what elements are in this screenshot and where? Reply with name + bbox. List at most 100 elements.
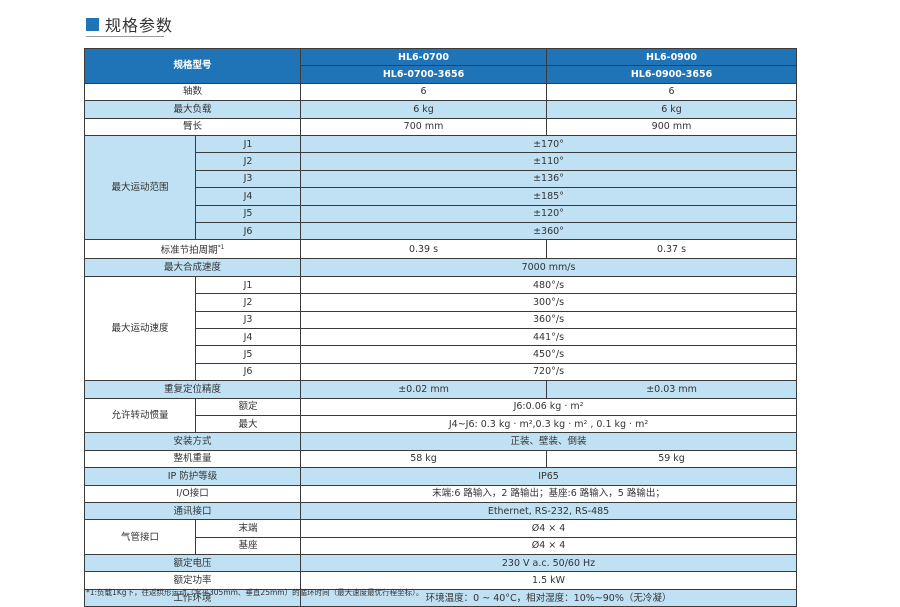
row-voltage: 额定电压 230 V a.c. 50/60 Hz <box>83 554 798 573</box>
row-payload: 最大负载 6 kg 6 kg <box>83 100 798 119</box>
speed-value: 300°/s <box>300 293 798 312</box>
range-value: ±120° <box>300 204 798 223</box>
ip-value: IP65 <box>300 467 798 486</box>
speed-value: 441°/s <box>300 328 798 347</box>
speed-value: 480°/s <box>300 275 798 295</box>
range-joint: J1 <box>194 134 302 154</box>
range-joint: J5 <box>194 204 302 223</box>
row-range-j3: J3 ±136° <box>85 169 798 189</box>
speed-value: 720°/s <box>300 362 798 382</box>
axes-v2: 6 <box>546 82 798 102</box>
model-col1-b: HL6-0700-3656 <box>300 65 548 84</box>
row-io: I/O接口 末端:6 路输入，2 路输出；基座:6 路输入，5 路输出； <box>83 484 798 503</box>
row-range-j5: J5 ±120° <box>85 204 798 223</box>
io-value: 末端:6 路输入，2 路输出；基座:6 路输入，5 路输出； <box>300 484 798 503</box>
model-col1-a: HL6-0700 <box>300 47 548 67</box>
cycle-time-v1: 0.39 s <box>300 239 548 260</box>
range-value: ±360° <box>300 221 798 241</box>
max-speed-value: 7000 mm/s <box>300 258 798 277</box>
footnote: *1:负载1Kg下，往返拱形运动（水平305mm、垂直25mm）的循环时间（最大… <box>86 588 424 597</box>
reach-label: 臂长 <box>83 117 302 136</box>
payload-v1: 6 kg <box>300 100 548 119</box>
row-range-j6: J6 ±360° <box>85 221 798 241</box>
cycle-time-v2: 0.37 s <box>546 239 798 260</box>
repeatability-label: 重复定位精度 <box>83 380 302 399</box>
cycle-time-label: 标准节拍周期*1 <box>83 239 302 260</box>
payload-v2: 6 kg <box>546 100 798 119</box>
row-range-j1: 最大运动范围 J1 ±170° <box>84 134 798 241</box>
row-ip: IP 防护等级 IP65 <box>83 467 798 486</box>
speed-joint: J6 <box>194 362 302 382</box>
reach-v2: 900 mm <box>546 117 798 136</box>
range-joint: J4 <box>194 187 302 206</box>
payload-label: 最大负载 <box>83 100 302 119</box>
repeatability-v1: ±0.02 mm <box>300 380 548 399</box>
title-square-icon <box>86 17 99 31</box>
row-air-base: 基座 Ø4 × 4 <box>85 536 798 556</box>
speed-joint: J5 <box>194 345 302 364</box>
row-range-j4: J4 ±185° <box>85 187 798 206</box>
model-col2-a: HL6-0900 <box>546 47 798 67</box>
range-value: ±110° <box>300 152 798 171</box>
axes-v1: 6 <box>300 82 548 102</box>
air-base-label: 基座 <box>194 536 302 556</box>
range-joint: J3 <box>194 169 302 189</box>
motion-speed-label: 最大运动速度 <box>84 275 196 382</box>
motion-range-label: 最大运动范围 <box>84 134 196 241</box>
range-joint: J2 <box>194 152 302 171</box>
cycle-time-label-text: 标准节拍周期 <box>160 245 218 257</box>
comm-value: Ethernet, RS-232, RS-485 <box>300 501 798 521</box>
row-repeatability: 重复定位精度 ±0.02 mm ±0.03 mm <box>83 380 798 399</box>
header-row-1: 规格型号 HL6-0700 HL6-0900 <box>83 47 798 84</box>
speed-joint: J1 <box>194 275 302 295</box>
row-comm: 通讯接口 Ethernet, RS-232, RS-485 <box>83 501 798 521</box>
mounting-label: 安装方式 <box>83 432 302 451</box>
section-title-text: 规格参数 <box>105 16 174 35</box>
range-value: ±136° <box>300 169 798 189</box>
row-speed-j5: J5 450°/s <box>85 345 798 364</box>
row-cycle-time: 标准节拍周期*1 0.39 s 0.37 s <box>83 239 798 260</box>
speed-value: 360°/s <box>300 310 798 330</box>
inertia-rated-label: 额定 <box>194 397 302 416</box>
weight-v1: 58 kg <box>300 449 548 469</box>
section-title: 规格参数 <box>86 12 173 36</box>
speed-value: 450°/s <box>300 345 798 364</box>
range-value: ±185° <box>300 187 798 206</box>
row-speed-j1: 最大运动速度 J1 480°/s <box>84 275 798 382</box>
model-label: 规格型号 <box>83 48 302 84</box>
row-speed-j6: J6 720°/s <box>85 362 798 382</box>
row-axes: 轴数 6 6 <box>83 82 798 102</box>
voltage-value: 230 V a.c. 50/60 Hz <box>300 554 798 573</box>
row-air-end: 气管接口 末端 Ø4 × 4 <box>84 519 798 556</box>
ip-label: IP 防护等级 <box>83 467 302 486</box>
spec-table: 规格型号 HL6-0700 HL6-0900 HL6-0700-3656 HL6… <box>83 47 798 607</box>
row-mounting: 安装方式 正装、壁装、倒装 <box>83 432 798 451</box>
row-inertia-max: 最大 J4~J6: 0.3 kg · m²,0.3 kg · m² , 0.1 … <box>85 414 798 434</box>
range-joint: J6 <box>194 221 302 241</box>
air-base-value: Ø4 × 4 <box>300 536 798 556</box>
voltage-label: 额定电压 <box>83 554 302 573</box>
row-speed-j3: J3 360°/s <box>85 310 798 330</box>
header-row-2: HL6-0700-3656 HL6-0900-3656 <box>85 65 798 84</box>
range-value: ±170° <box>300 134 798 154</box>
row-reach: 臂长 700 mm 900 mm <box>83 117 798 136</box>
row-weight: 整机重量 58 kg 59 kg <box>83 449 798 469</box>
repeatability-v2: ±0.03 mm <box>546 380 798 399</box>
row-inertia-rated: 允许转动惯量 额定 J6:0.06 kg · m² <box>84 397 798 434</box>
air-label: 气管接口 <box>84 519 196 556</box>
air-end-value: Ø4 × 4 <box>300 519 798 538</box>
speed-joint: J3 <box>194 310 302 330</box>
inertia-label: 允许转动惯量 <box>84 397 196 434</box>
speed-joint: J4 <box>194 328 302 347</box>
air-end-label: 末端 <box>194 519 302 538</box>
inertia-rated-value: J6:0.06 kg · m² <box>300 397 798 416</box>
row-speed-j2: J2 300°/s <box>85 293 798 312</box>
row-max-speed: 最大合成速度 7000 mm/s <box>83 258 798 277</box>
comm-label: 通讯接口 <box>83 501 302 521</box>
io-label: I/O接口 <box>83 484 302 503</box>
mounting-value: 正装、壁装、倒装 <box>300 432 798 451</box>
speed-joint: J2 <box>194 293 302 312</box>
title-underline <box>86 36 164 37</box>
axes-label: 轴数 <box>83 82 302 102</box>
model-col2-b: HL6-0900-3656 <box>546 65 798 84</box>
